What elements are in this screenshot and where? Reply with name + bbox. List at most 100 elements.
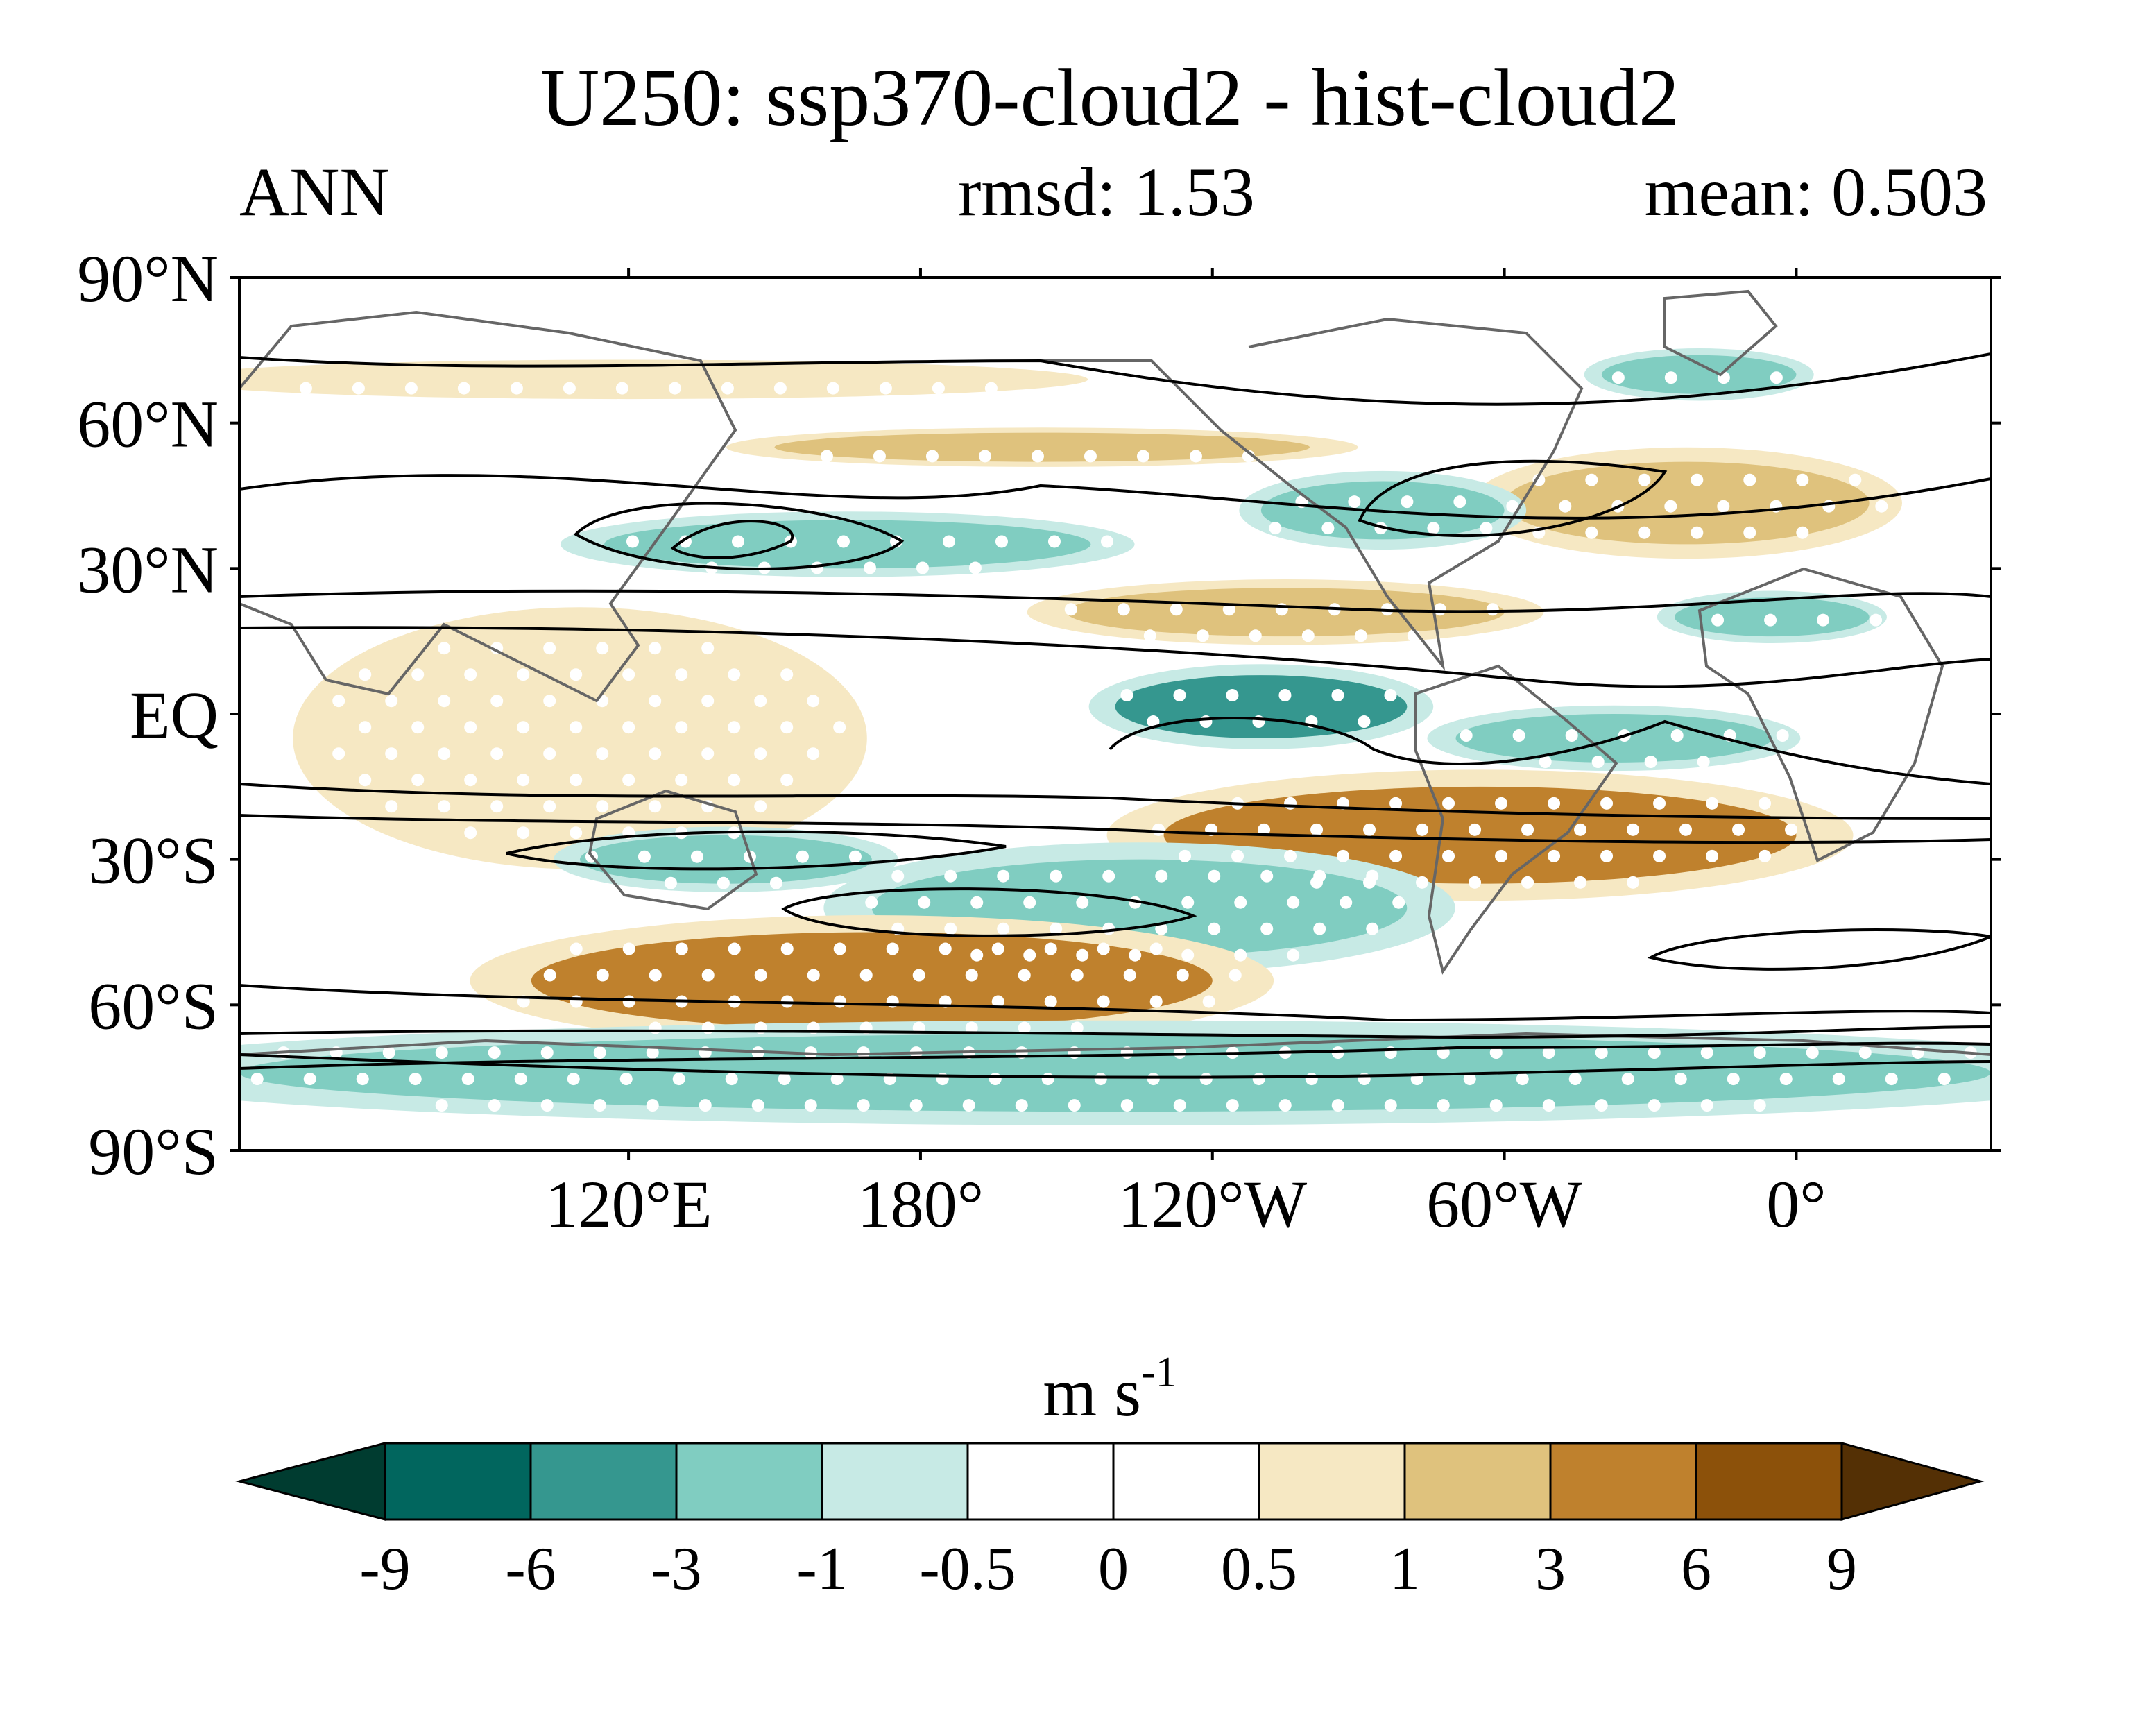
stipple-dot — [826, 382, 839, 395]
stipple-dot — [731, 535, 744, 548]
stipple-dot — [1548, 797, 1561, 810]
stipple-dot — [1031, 450, 1044, 463]
contour-nh-polar — [239, 352, 1991, 406]
stipple-dot — [1313, 922, 1326, 935]
stipple-dot — [596, 747, 609, 760]
stipple-dot — [1559, 500, 1572, 513]
coast-australia — [588, 789, 758, 911]
x-tick-label: 120°W — [1118, 1167, 1307, 1241]
stipple-dot — [1179, 849, 1192, 862]
stipple-dot — [939, 942, 952, 955]
y-tick-label: 90°N — [77, 241, 219, 316]
stipple-dot — [970, 896, 984, 909]
colorbar-unit-base: m s — [1043, 1354, 1141, 1431]
anomaly-core-indian-ocean-positive — [336, 641, 823, 835]
stipple-dot — [1753, 1046, 1766, 1059]
climatology-contours — [239, 352, 1991, 1079]
contour-south-atlantic — [1647, 928, 1991, 971]
stipple-dot — [1173, 1099, 1186, 1112]
stipple-dot — [570, 721, 583, 734]
stipple-dot — [1521, 823, 1534, 836]
stipple-dot — [909, 1099, 923, 1112]
stipple-dot — [359, 721, 372, 734]
stipple-dot — [1064, 603, 1077, 616]
stipple-dot — [833, 995, 846, 1008]
stipple-dot — [780, 721, 794, 734]
stipple-dot — [725, 1073, 738, 1086]
stipple-dot — [701, 642, 715, 655]
stipple-dot — [1181, 896, 1195, 909]
contour-sh-subtropics-b — [239, 814, 1991, 844]
stipple-dot — [514, 1073, 527, 1086]
stipple-dot — [619, 1073, 633, 1086]
season-label: ANN — [239, 153, 390, 230]
stipple-dot — [543, 969, 556, 982]
anomaly-core-greenland-negative — [1601, 355, 1797, 394]
mean-label: mean: 0.503 — [1645, 153, 1987, 230]
stipple-dot — [1222, 603, 1235, 616]
stipple-dot — [1469, 876, 1482, 889]
anomaly-core-australia-negative — [579, 835, 872, 884]
stipple-dot — [1208, 869, 1221, 883]
stipple-dot — [411, 668, 425, 681]
stipple-dot — [1229, 969, 1242, 982]
stipple-dot — [622, 942, 635, 955]
stipple-dot — [1806, 1046, 1819, 1059]
chart-title: U250: ssp370-cloud2 - hist-cloud2 — [540, 52, 1679, 143]
contour-australia-jet — [506, 830, 1007, 871]
anomaly-core-east-pacific-negative — [1115, 675, 1408, 738]
stipple-dot — [356, 1073, 369, 1086]
stipple-dot — [1196, 629, 1209, 642]
stipple-dot — [1149, 942, 1163, 955]
stipple-dot — [1284, 797, 1297, 810]
stipple-dot — [464, 721, 477, 734]
colorbar-swatch — [529, 1442, 678, 1521]
stipple-dot — [1181, 948, 1195, 962]
stipple-dot — [1094, 1073, 1107, 1086]
stipple-dot — [754, 695, 767, 708]
stipple-dot — [464, 774, 477, 787]
stipple-dot — [820, 450, 833, 463]
anomaly-core-nh-arctic-positive — [239, 364, 1018, 394]
stipple-dot — [807, 695, 820, 708]
stipple-dot — [1574, 823, 1587, 836]
stipple-dot — [622, 668, 635, 681]
stipple-dot — [1278, 1099, 1292, 1112]
stipple-dot — [701, 747, 715, 760]
stipple-dot — [1627, 876, 1640, 889]
stipple-dot — [596, 800, 609, 813]
stipple-dot — [701, 969, 715, 982]
contour-equatorial — [1109, 717, 1991, 785]
stipple-dot — [1600, 797, 1614, 810]
stipple-dot — [1600, 849, 1614, 862]
stipple-dot — [1384, 689, 1397, 702]
stipple-dot — [717, 876, 730, 889]
stipple-dot — [1495, 797, 1508, 810]
stipple-dot — [807, 969, 820, 982]
stipple-dot — [359, 668, 372, 681]
stipple-dot — [879, 382, 892, 395]
stipple-dot — [1638, 473, 1651, 486]
stipple-dot — [965, 1021, 978, 1034]
stipple-dot — [1117, 603, 1130, 616]
stipple-dot — [1226, 1099, 1239, 1112]
stipple-dot — [1176, 969, 1189, 982]
stipple-dot — [1234, 896, 1247, 909]
stipple-dot — [1706, 849, 1719, 862]
colorbar-unit-exponent: -1 — [1141, 1349, 1177, 1396]
colorbar-swatch — [1549, 1442, 1697, 1521]
stipple-dot — [435, 1099, 448, 1112]
contour-tropics-nh — [239, 626, 1991, 688]
stipple-dot — [250, 1073, 264, 1086]
stipple-dot — [411, 774, 425, 787]
stipple-dot — [382, 1046, 395, 1059]
stipple-dot — [1585, 473, 1598, 486]
stipple-dot — [780, 668, 794, 681]
stipple-dot — [1427, 522, 1440, 535]
colorbar-swatch — [1112, 1442, 1260, 1521]
stipple-dot — [488, 1046, 501, 1059]
stipple-dot — [1664, 500, 1677, 513]
stipple-dot — [649, 1021, 662, 1034]
colorbar: m s-1 -9 -6 -3 -1 -0.5 0 0.5 1 3 6 9 — [235, 1349, 1985, 1603]
